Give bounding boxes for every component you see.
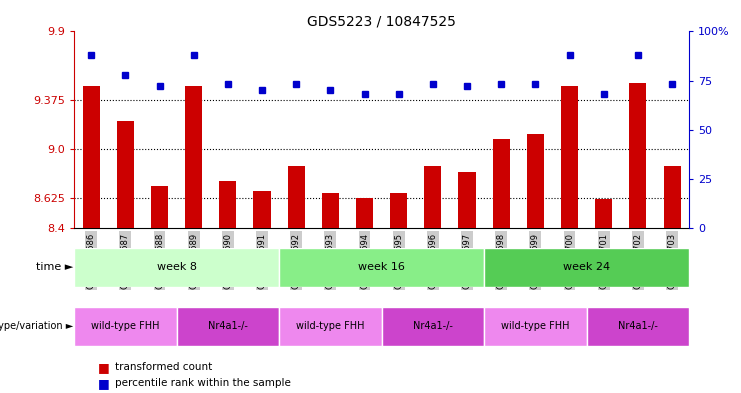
Text: wild-type FHH: wild-type FHH — [501, 321, 570, 331]
Text: transformed count: transformed count — [115, 362, 212, 373]
Bar — [288, 166, 305, 228]
Bar — [493, 139, 510, 228]
Bar — [484, 248, 689, 287]
Text: week 16: week 16 — [358, 262, 405, 272]
Bar — [527, 134, 544, 228]
Bar — [83, 86, 100, 228]
Bar — [279, 248, 484, 287]
Text: percentile rank within the sample: percentile rank within the sample — [115, 378, 290, 388]
Bar — [391, 193, 408, 228]
Bar — [629, 83, 646, 228]
Bar — [74, 248, 279, 287]
Bar — [459, 172, 476, 228]
Bar — [219, 181, 236, 228]
Bar — [356, 198, 373, 228]
Text: Nr4a1-/-: Nr4a1-/- — [208, 321, 247, 331]
Bar — [595, 199, 612, 228]
Text: genotype/variation ►: genotype/variation ► — [0, 321, 73, 331]
Bar — [322, 193, 339, 228]
Bar — [425, 166, 442, 228]
Text: ■: ■ — [98, 361, 110, 374]
Bar — [663, 166, 680, 228]
Bar — [561, 86, 578, 228]
Text: week 8: week 8 — [156, 262, 196, 272]
Text: ■: ■ — [98, 376, 110, 390]
Text: Nr4a1-/-: Nr4a1-/- — [413, 321, 453, 331]
Text: wild-type FHH: wild-type FHH — [296, 321, 365, 331]
Bar — [279, 307, 382, 346]
Text: wild-type FHH: wild-type FHH — [91, 321, 159, 331]
Bar — [587, 307, 689, 346]
Bar — [151, 186, 168, 228]
Bar — [185, 86, 202, 228]
Bar — [176, 307, 279, 346]
Bar — [253, 191, 270, 228]
Title: GDS5223 / 10847525: GDS5223 / 10847525 — [308, 15, 456, 29]
Bar — [74, 307, 176, 346]
Bar — [382, 307, 484, 346]
Text: time ►: time ► — [36, 262, 73, 272]
Text: Nr4a1-/-: Nr4a1-/- — [618, 321, 658, 331]
Bar — [117, 121, 134, 228]
Text: week 24: week 24 — [563, 262, 610, 272]
Bar — [484, 307, 587, 346]
